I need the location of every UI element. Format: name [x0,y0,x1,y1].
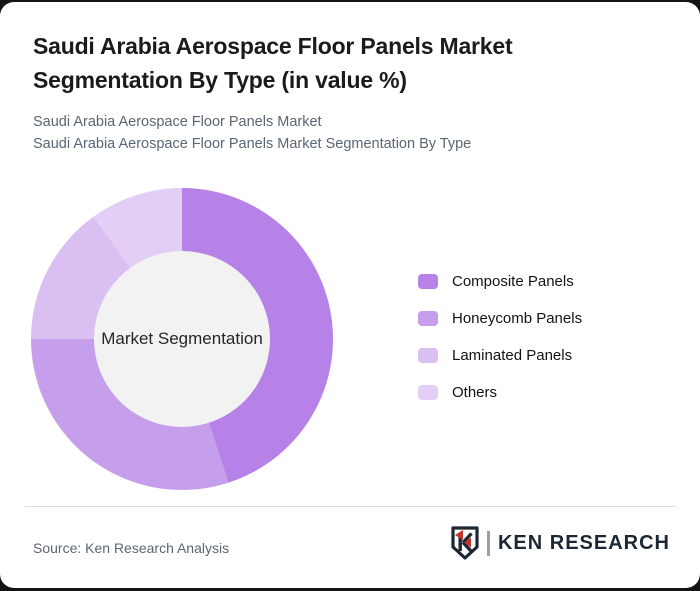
legend: Composite Panels Honeycomb Panels Lamina… [418,273,583,422]
legend-item: Honeycomb Panels [418,310,583,327]
legend-label: Composite Panels [452,273,574,290]
subtitle-line-2: Saudi Arabia Aerospace Floor Panels Mark… [33,136,472,152]
subtitle-line-1: Saudi Arabia Aerospace Floor Panels Mark… [33,114,322,130]
legend-swatch-icon [418,274,438,289]
source-note: Source: Ken Research Analysis [33,540,230,556]
legend-label: Laminated Panels [452,347,573,364]
legend-swatch-icon [418,348,438,363]
donut-center-label: Market Segmentation [101,329,263,348]
logo-red-arrow-icon [454,530,463,540]
donut-hole: Market Segmentation [94,251,270,427]
footer-divider [25,506,675,507]
legend-item: Composite Panels [418,273,582,290]
legend-label: Honeycomb Panels [452,310,583,327]
legend-swatch-icon [418,311,438,326]
logo-divider [486,530,490,556]
legend-swatch-icon [418,385,438,400]
logo-wordmark: KEN RESEARCH [497,531,670,554]
legend-item: Others [418,384,582,401]
subtitle-block: Saudi Arabia Aerospace Floor Panels Mark… [33,111,471,155]
legend-item: Laminated Panels [418,347,582,364]
donut-chart: Market Segmentation [31,188,333,490]
page-title: Saudi Arabia Aerospace Floor Panels Mark… [33,33,513,93]
legend-label: Others [452,384,498,401]
ken-research-logo: KEN RESEARCH [450,525,670,561]
